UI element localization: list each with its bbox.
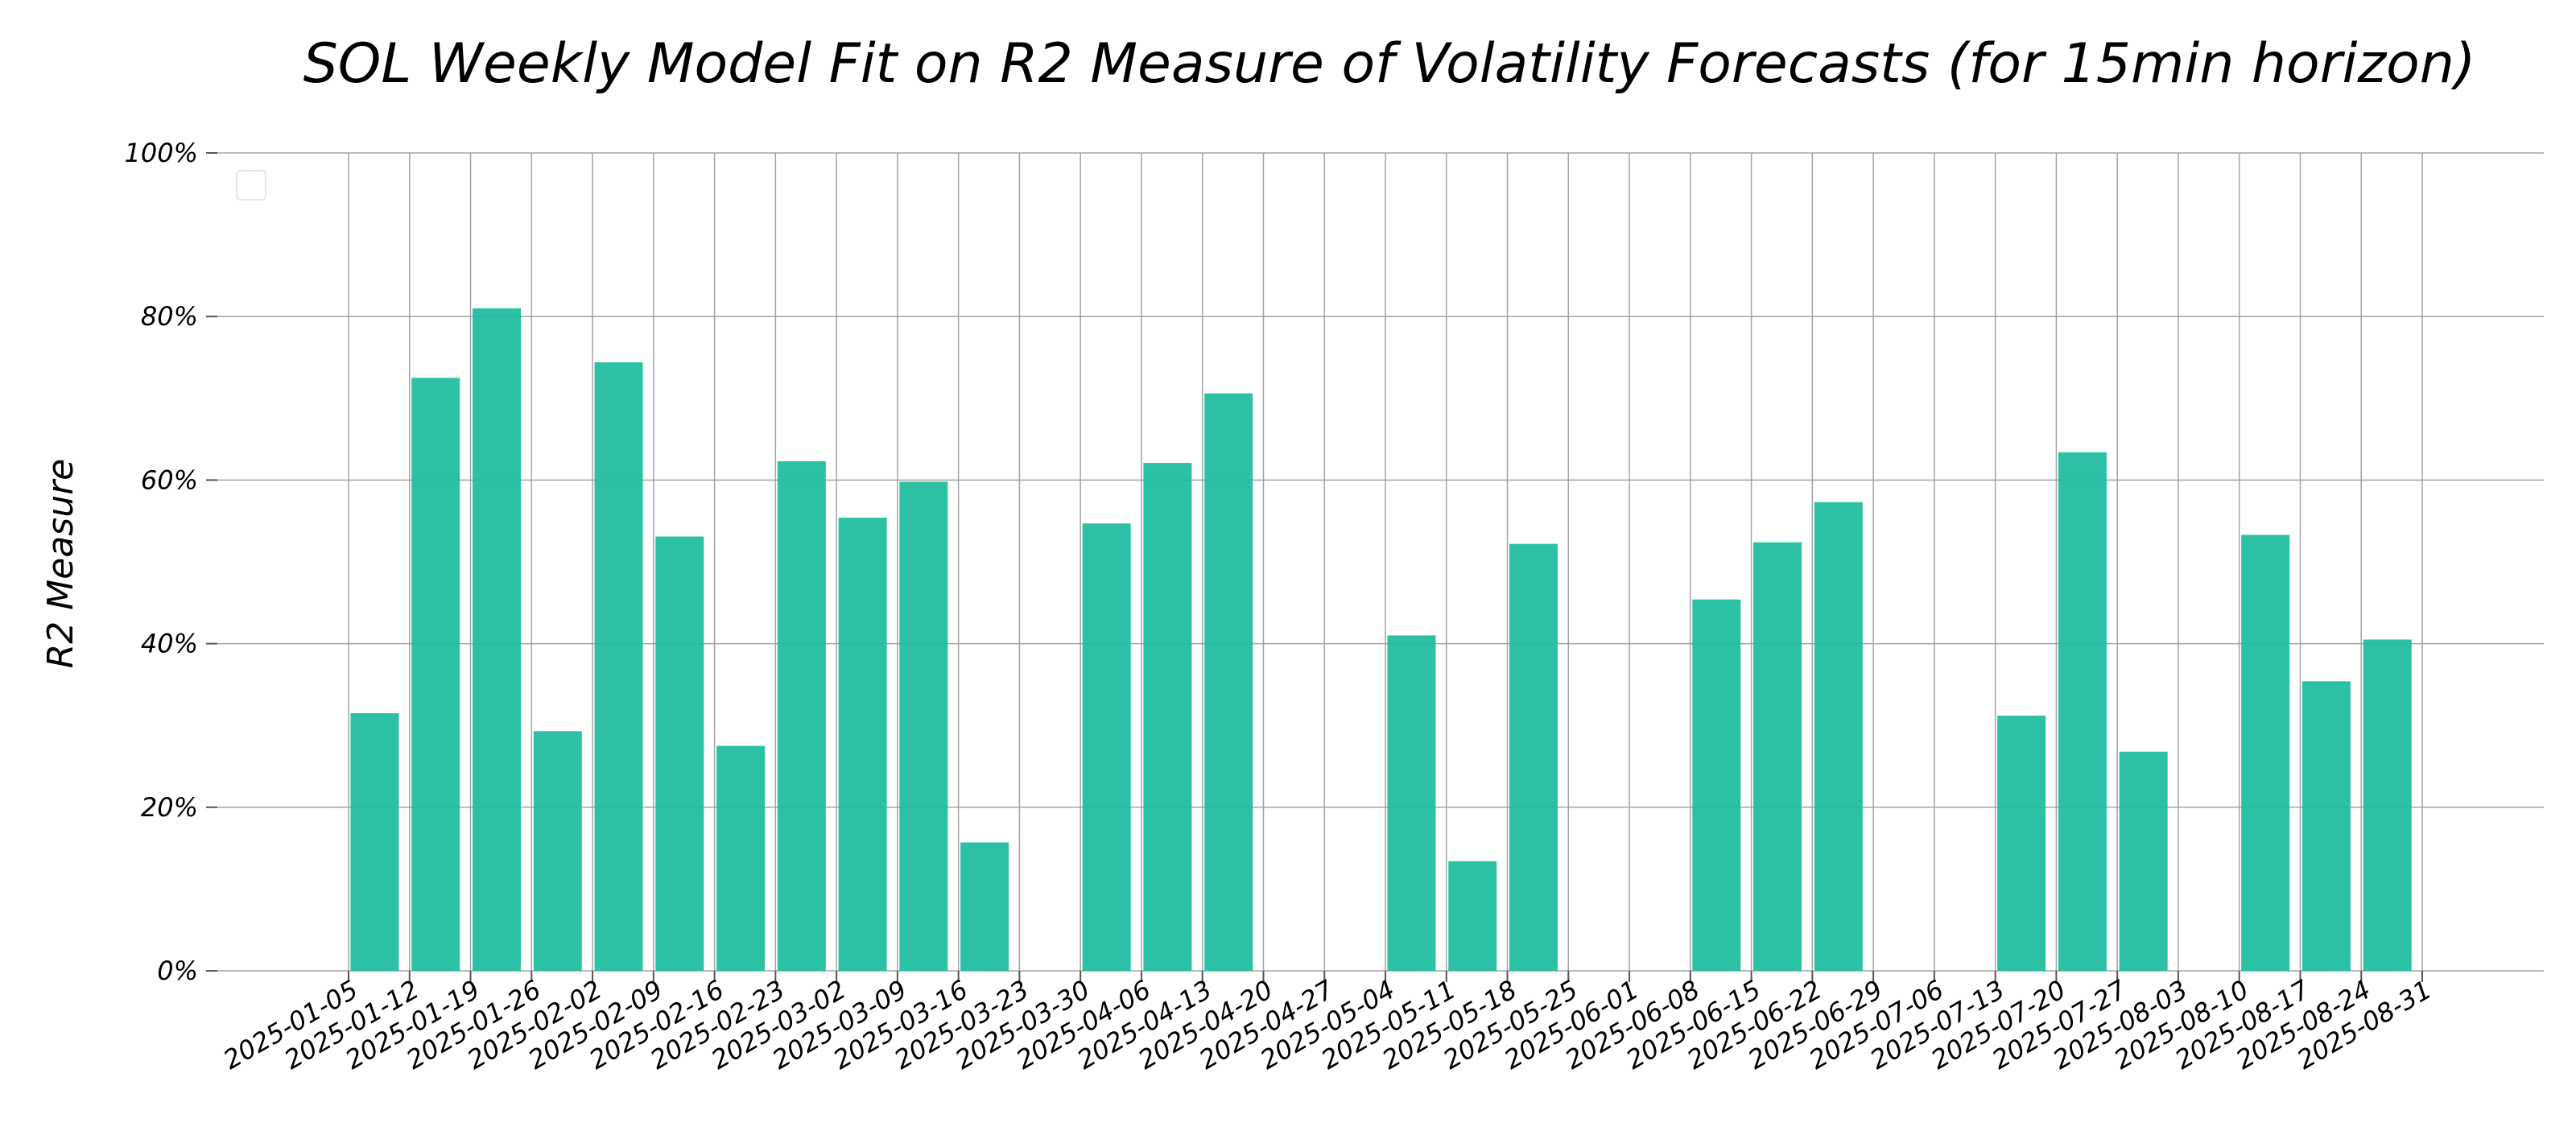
bar	[350, 712, 399, 971]
bar	[655, 536, 704, 971]
bar	[1509, 543, 1558, 971]
y-tick-label: 0%	[157, 956, 198, 986]
bar	[1692, 599, 1741, 971]
bar	[777, 461, 826, 971]
bar	[1814, 502, 1863, 971]
bar	[2058, 452, 2107, 971]
chart-title: SOL Weekly Model Fit on R2 Measure of Vo…	[303, 32, 2476, 96]
bar	[838, 518, 887, 971]
bar	[1204, 393, 1253, 972]
bar	[411, 378, 460, 971]
bar	[1448, 861, 1497, 971]
y-tick-label: 60%	[141, 464, 198, 495]
bar	[2119, 751, 2168, 971]
bar	[1997, 716, 2046, 971]
x-axis-ticks: 2025-01-052025-01-122025-01-192025-01-26…	[218, 971, 2437, 1075]
bar	[2363, 639, 2412, 971]
bars	[350, 308, 2412, 972]
bar	[1753, 542, 1802, 971]
bar	[473, 308, 521, 971]
y-tick-label: 80%	[141, 301, 198, 332]
y-axis-label: R2 Measure	[40, 459, 81, 669]
bar	[1082, 523, 1131, 971]
y-tick-label: 20%	[141, 792, 198, 823]
bar	[2241, 535, 2290, 971]
y-axis-ticks: 0% 20% 40% 60% 80% 100%	[125, 138, 217, 986]
bar	[594, 362, 643, 971]
bar	[1387, 635, 1436, 971]
bar	[533, 731, 582, 971]
bar	[1143, 463, 1192, 971]
bar	[2301, 681, 2351, 971]
bar	[716, 745, 766, 971]
grid-lines	[217, 152, 2544, 972]
bar	[899, 481, 948, 971]
legend-box	[236, 170, 266, 200]
bar	[960, 842, 1009, 971]
y-tick-label: 40%	[141, 629, 198, 659]
y-tick-label: 100%	[125, 138, 198, 168]
